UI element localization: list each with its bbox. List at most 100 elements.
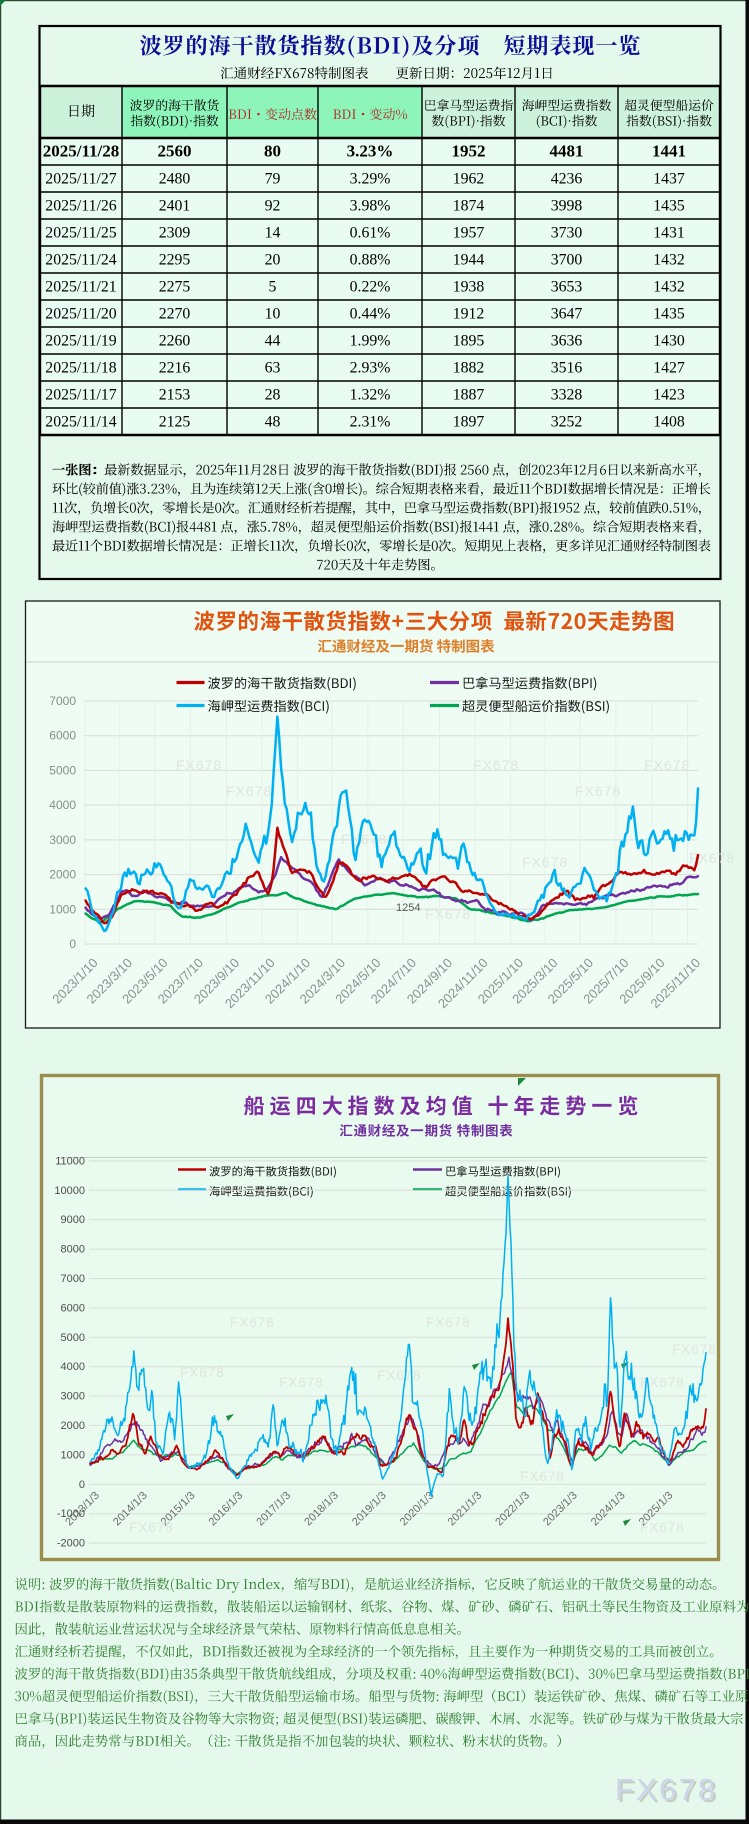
svg-text:2025/11/28: 2025/11/28 xyxy=(43,142,120,161)
svg-text:2025/11/21: 2025/11/21 xyxy=(45,279,116,296)
svg-text:2309: 2309 xyxy=(159,225,191,242)
svg-text:1430: 1430 xyxy=(653,333,685,350)
svg-text:FX678: FX678 xyxy=(426,1315,471,1330)
svg-text:FX678: FX678 xyxy=(425,906,471,922)
svg-text:2295: 2295 xyxy=(159,252,191,269)
svg-text:1437: 1437 xyxy=(653,171,685,188)
svg-text:FX678: FX678 xyxy=(640,1520,685,1535)
svg-text:2260: 2260 xyxy=(159,333,191,350)
svg-text:4000: 4000 xyxy=(49,798,76,812)
svg-text:-2000: -2000 xyxy=(57,1538,85,1550)
svg-text:44: 44 xyxy=(265,333,281,350)
svg-text:1957: 1957 xyxy=(453,225,485,242)
svg-text:2270: 2270 xyxy=(159,306,191,323)
svg-text:1897: 1897 xyxy=(453,414,485,431)
svg-text:3647: 3647 xyxy=(551,306,583,323)
svg-text:7000: 7000 xyxy=(49,694,76,708)
svg-text:1000: 1000 xyxy=(61,1449,85,1461)
svg-text:1874: 1874 xyxy=(453,198,485,215)
svg-text:-1000: -1000 xyxy=(57,1508,85,1520)
svg-text:FX678: FX678 xyxy=(377,1368,422,1383)
svg-text:1435: 1435 xyxy=(653,198,685,215)
svg-text:FX678: FX678 xyxy=(520,1469,565,1484)
svg-text:FX678: FX678 xyxy=(615,1772,717,1807)
svg-text:3.23%: 3.23% xyxy=(347,142,394,161)
svg-text:2560: 2560 xyxy=(158,142,192,161)
svg-text:2025/11/25: 2025/11/25 xyxy=(45,225,116,242)
svg-text:3516: 3516 xyxy=(551,360,583,377)
svg-text:3730: 3730 xyxy=(551,225,583,242)
svg-text:3653: 3653 xyxy=(551,279,583,296)
svg-text:3998: 3998 xyxy=(551,198,583,215)
svg-text:4481: 4481 xyxy=(550,142,584,161)
svg-text:1435: 1435 xyxy=(653,306,685,323)
svg-text:1.32%: 1.32% xyxy=(350,387,391,404)
svg-text:2000: 2000 xyxy=(49,868,76,882)
svg-text:2025/11/14: 2025/11/14 xyxy=(45,414,116,431)
svg-text:FX678: FX678 xyxy=(230,1315,275,1330)
svg-text:FX678: FX678 xyxy=(341,831,387,847)
svg-text:28: 28 xyxy=(265,387,281,404)
svg-text:2.93%: 2.93% xyxy=(350,360,391,377)
svg-text:FX678: FX678 xyxy=(575,783,621,799)
svg-text:3700: 3700 xyxy=(551,252,583,269)
svg-text:5000: 5000 xyxy=(61,1332,85,1344)
svg-text:8000: 8000 xyxy=(61,1244,85,1256)
svg-text:0.88%: 0.88% xyxy=(350,252,391,269)
svg-text:1000: 1000 xyxy=(49,902,76,916)
svg-text:1432: 1432 xyxy=(653,279,685,296)
svg-text:FX678: FX678 xyxy=(617,1774,719,1809)
svg-text:3636: 3636 xyxy=(551,333,583,350)
svg-text:0: 0 xyxy=(79,1479,85,1491)
svg-text:1.99%: 1.99% xyxy=(350,333,391,350)
svg-text:2025/11/27: 2025/11/27 xyxy=(45,171,116,188)
svg-text:FX678: FX678 xyxy=(129,1520,174,1535)
svg-text:1408: 1408 xyxy=(653,414,685,431)
svg-text:1441: 1441 xyxy=(652,142,686,161)
svg-text:11000: 11000 xyxy=(55,1155,85,1167)
svg-text:FX678: FX678 xyxy=(180,1365,225,1380)
svg-text:2000: 2000 xyxy=(61,1420,85,1432)
svg-text:79: 79 xyxy=(265,171,281,188)
svg-text:2025/11/17: 2025/11/17 xyxy=(45,387,116,404)
svg-text:FX678: FX678 xyxy=(689,850,735,866)
svg-text:9000: 9000 xyxy=(61,1214,85,1226)
svg-text:1962: 1962 xyxy=(453,171,485,188)
svg-text:FX678: FX678 xyxy=(176,757,222,773)
svg-text:5: 5 xyxy=(269,279,277,296)
svg-text:48: 48 xyxy=(265,414,281,431)
svg-text:1254: 1254 xyxy=(396,902,420,914)
svg-text:3000: 3000 xyxy=(61,1391,85,1403)
svg-text:FX678: FX678 xyxy=(644,757,690,773)
svg-text:3000: 3000 xyxy=(49,833,76,847)
svg-text:20: 20 xyxy=(265,252,281,269)
svg-text:FX678: FX678 xyxy=(640,1375,685,1390)
svg-text:3.98%: 3.98% xyxy=(350,198,391,215)
svg-text:FX678: FX678 xyxy=(226,783,272,799)
svg-text:2153: 2153 xyxy=(159,387,191,404)
svg-text:1431: 1431 xyxy=(653,225,685,242)
svg-text:1952: 1952 xyxy=(452,142,486,161)
svg-text:0.22%: 0.22% xyxy=(350,279,391,296)
svg-text:10: 10 xyxy=(265,306,281,323)
svg-text:2480: 2480 xyxy=(159,171,191,188)
svg-text:2025/11/19: 2025/11/19 xyxy=(45,333,116,350)
svg-text:FX678: FX678 xyxy=(522,854,568,870)
svg-text:63: 63 xyxy=(265,360,281,377)
svg-text:80: 80 xyxy=(264,142,281,161)
svg-text:3328: 3328 xyxy=(551,387,583,404)
svg-text:1912: 1912 xyxy=(453,306,485,323)
svg-text:2275: 2275 xyxy=(159,279,191,296)
svg-text:6000: 6000 xyxy=(49,729,76,743)
svg-text:6000: 6000 xyxy=(61,1302,85,1314)
svg-text:14: 14 xyxy=(265,225,281,242)
svg-text:92: 92 xyxy=(265,198,281,215)
svg-text:1882: 1882 xyxy=(453,360,485,377)
svg-text:0: 0 xyxy=(69,937,76,951)
svg-text:4236: 4236 xyxy=(551,171,583,188)
svg-text:3252: 3252 xyxy=(551,414,583,431)
svg-text:2025/11/24: 2025/11/24 xyxy=(45,252,116,269)
svg-text:FX678: FX678 xyxy=(279,1375,324,1390)
svg-text:0.61%: 0.61% xyxy=(350,225,391,242)
svg-text:2.31%: 2.31% xyxy=(350,414,391,431)
